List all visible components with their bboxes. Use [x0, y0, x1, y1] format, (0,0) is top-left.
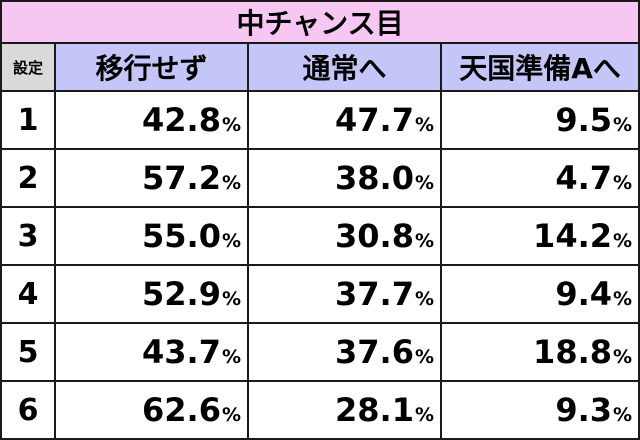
- setting-label: 1: [0, 90, 56, 150]
- setting-label: 3: [0, 206, 56, 266]
- value-no-transition: 55.0%: [54, 206, 249, 266]
- header-no-transition: 移行せず: [54, 42, 249, 92]
- table-row: 5 43.7% 37.6% 18.8%: [0, 322, 640, 382]
- value-number: 55.0: [142, 217, 221, 255]
- setting-label: 4: [0, 264, 56, 324]
- unit-percent: %: [221, 346, 241, 368]
- unit-percent: %: [221, 404, 241, 426]
- value-to-heaven-prep-a: 18.8%: [439, 322, 640, 382]
- value-no-transition: 57.2%: [54, 148, 249, 208]
- table-title: 中チャンス目: [0, 0, 640, 44]
- value-to-normal: 30.8%: [247, 206, 442, 266]
- unit-percent: %: [414, 172, 434, 194]
- unit-percent: %: [414, 230, 434, 252]
- value-number: 9.5: [555, 101, 612, 139]
- value-number: 47.7: [335, 101, 414, 139]
- value-to-normal: 28.1%: [247, 380, 442, 440]
- value-to-heaven-prep-a: 9.3%: [439, 380, 640, 440]
- unit-percent: %: [414, 346, 434, 368]
- value-to-normal: 37.6%: [247, 322, 442, 382]
- value-no-transition: 42.8%: [54, 90, 249, 150]
- value-number: 14.2: [533, 217, 612, 255]
- value-number: 43.7: [142, 333, 221, 371]
- value-number: 42.8: [142, 101, 221, 139]
- unit-percent: %: [414, 404, 434, 426]
- unit-percent: %: [613, 288, 633, 310]
- table-row: 2 57.2% 38.0% 4.7%: [0, 148, 640, 208]
- unit-percent: %: [613, 230, 633, 252]
- unit-percent: %: [221, 288, 241, 310]
- unit-percent: %: [613, 172, 633, 194]
- unit-percent: %: [221, 172, 241, 194]
- value-number: 9.3: [555, 391, 612, 429]
- value-to-heaven-prep-a: 14.2%: [439, 206, 640, 266]
- header-to-heaven-prep-a: 天国準備Aへ: [439, 42, 640, 92]
- value-no-transition: 43.7%: [54, 322, 249, 382]
- setting-label: 2: [0, 148, 56, 208]
- value-to-normal: 37.7%: [247, 264, 442, 324]
- unit-percent: %: [414, 288, 434, 310]
- table-row: 3 55.0% 30.8% 14.2%: [0, 206, 640, 266]
- value-number: 9.4: [555, 275, 612, 313]
- value-to-heaven-prep-a: 4.7%: [439, 148, 640, 208]
- unit-percent: %: [414, 114, 434, 136]
- value-number: 37.7: [335, 275, 414, 313]
- value-to-normal: 47.7%: [247, 90, 442, 150]
- value-to-heaven-prep-a: 9.5%: [439, 90, 640, 150]
- setting-label: 5: [0, 322, 56, 382]
- unit-percent: %: [613, 404, 633, 426]
- table-row: 4 52.9% 37.7% 9.4%: [0, 264, 640, 324]
- unit-percent: %: [221, 230, 241, 252]
- table-row: 6 62.6% 28.1% 9.3%: [0, 380, 640, 440]
- unit-percent: %: [613, 114, 633, 136]
- header-setting: 設定: [0, 42, 56, 92]
- value-number: 30.8: [335, 217, 414, 255]
- setting-label: 6: [0, 380, 56, 440]
- value-number: 57.2: [142, 159, 221, 197]
- unit-percent: %: [221, 114, 241, 136]
- value-number: 52.9: [142, 275, 221, 313]
- value-to-normal: 38.0%: [247, 148, 442, 208]
- value-number: 38.0: [335, 159, 414, 197]
- value-number: 18.8: [533, 333, 612, 371]
- value-number: 28.1: [335, 391, 414, 429]
- unit-percent: %: [613, 346, 633, 368]
- value-no-transition: 62.6%: [54, 380, 249, 440]
- value-number: 4.7: [555, 159, 612, 197]
- value-number: 62.6: [142, 391, 221, 429]
- table-row: 1 42.8% 47.7% 9.5%: [0, 90, 640, 150]
- value-to-heaven-prep-a: 9.4%: [439, 264, 640, 324]
- value-number: 37.6: [335, 333, 414, 371]
- header-to-normal: 通常へ: [247, 42, 442, 92]
- value-no-transition: 52.9%: [54, 264, 249, 324]
